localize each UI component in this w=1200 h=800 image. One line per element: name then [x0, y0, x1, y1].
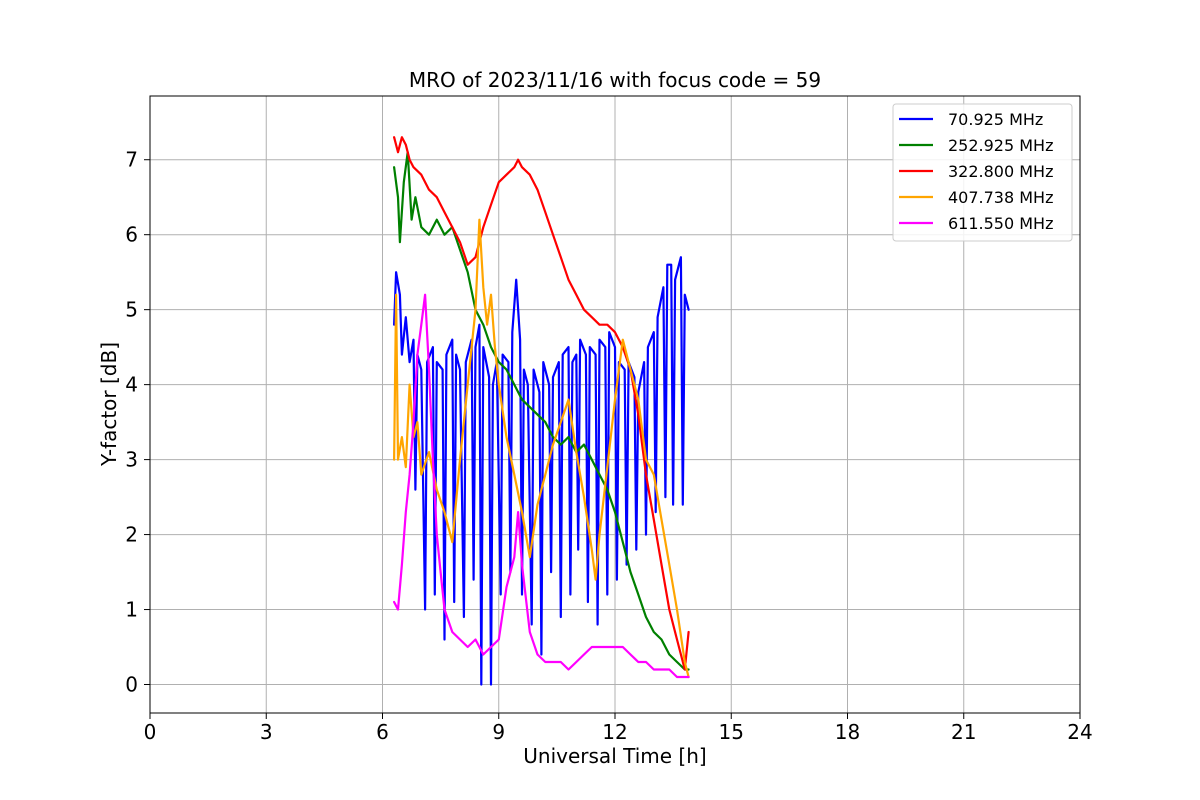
- legend-label-4: 611.550 MHz: [948, 214, 1053, 233]
- legend-label-0: 70.925 MHz: [948, 110, 1043, 129]
- legend-box: [892, 103, 1073, 242]
- series-line-2: [393, 136, 690, 671]
- y-tick-label: 3: [125, 448, 138, 472]
- chart-title: MRO of 2023/11/16 with focus code = 59: [409, 68, 821, 92]
- series-layer: [393, 136, 690, 686]
- x-tick-label: 15: [719, 720, 744, 744]
- series-line-0: [393, 256, 690, 686]
- x-tick-label: 0: [144, 720, 157, 744]
- legend: 70.925 MHz 252.925 MHz 322.800 MHz 407.738 …: [892, 103, 1073, 242]
- y-tick-label: 4: [125, 373, 138, 397]
- x-tick-label: 21: [951, 720, 976, 744]
- legend-label-3: 407.738 MHz: [948, 188, 1053, 207]
- x-tick-label: 24: [1067, 720, 1092, 744]
- x-axis-label: Universal Time [h]: [523, 744, 706, 768]
- series-line-1: [393, 151, 690, 671]
- x-tick-label: 12: [602, 720, 627, 744]
- y-tick-label: 5: [125, 298, 138, 322]
- legend-label-1: 252.925 MHz: [948, 136, 1053, 155]
- x-tick-label: 18: [835, 720, 860, 744]
- series-line-4: [393, 293, 690, 679]
- y-tick-label: 1: [125, 598, 138, 622]
- x-tick-label: 3: [260, 720, 273, 744]
- x-tick-label: 9: [492, 720, 505, 744]
- x-tick-label: 6: [376, 720, 389, 744]
- series-line-3: [393, 218, 690, 679]
- legend-label-2: 322.800 MHz: [948, 162, 1053, 181]
- y-tick-label: 6: [125, 223, 138, 247]
- y-tick-label: 0: [125, 673, 138, 697]
- legend-items: 70.925 MHz 252.925 MHz 322.800 MHz 407.738 …: [899, 110, 1053, 233]
- y-tick-label: 2: [125, 523, 138, 547]
- y-tick-label: 7: [125, 148, 138, 172]
- y-axis-label: Y-factor [dB]: [97, 342, 121, 467]
